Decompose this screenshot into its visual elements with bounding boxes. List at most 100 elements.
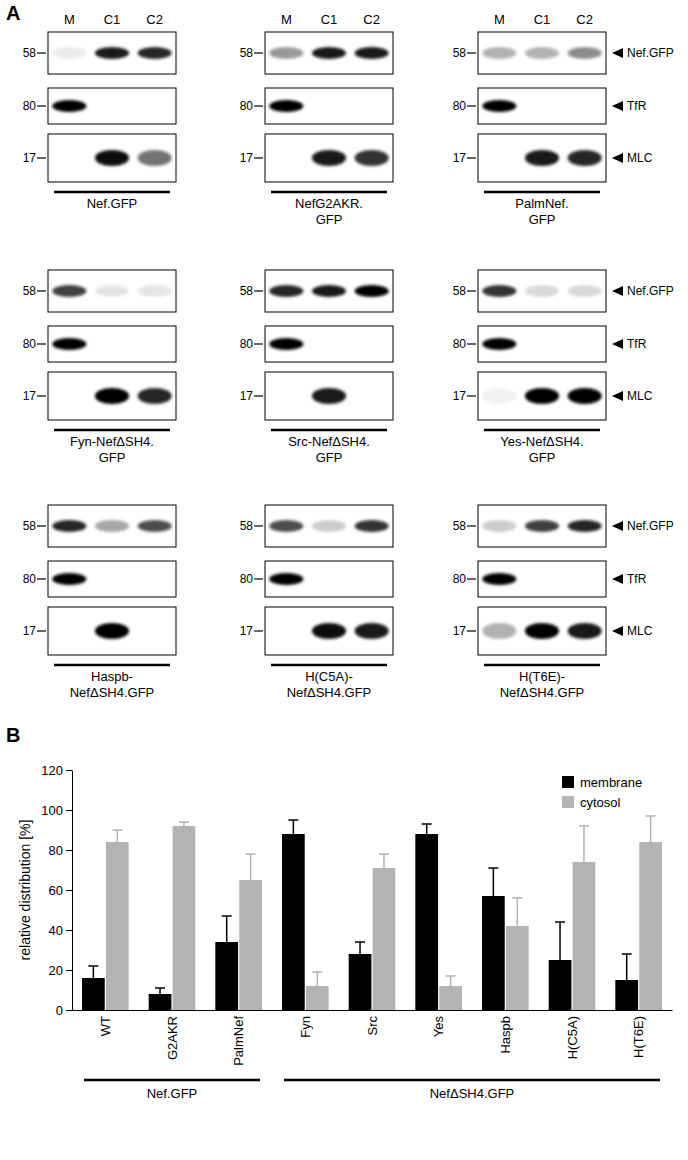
- band: [525, 100, 559, 112]
- size-marker: 58: [453, 284, 467, 298]
- error-cap: [579, 825, 589, 827]
- legend: membranecytosol: [562, 775, 642, 810]
- strip-frame: [478, 372, 606, 420]
- blot-strip: 80TfR: [453, 561, 647, 597]
- lane-label: M: [64, 12, 75, 27]
- size-marker: 17: [240, 389, 254, 403]
- arrowhead: [612, 626, 623, 636]
- construct-label: GFP: [316, 450, 343, 465]
- error-cap: [555, 921, 565, 923]
- band: [269, 285, 303, 297]
- tick: H(T6E): [631, 1010, 646, 1058]
- tick-mark: [66, 1010, 72, 1011]
- strip-frame: [478, 88, 606, 124]
- group-label: Nef.GFP: [147, 1086, 198, 1101]
- error-bar: [93, 966, 95, 978]
- tick-label: 120: [41, 763, 63, 778]
- blot-strip: 58: [23, 32, 176, 74]
- error-cap: [88, 965, 98, 967]
- blot-strip: 80TfR: [453, 326, 647, 362]
- error-bar: [226, 916, 228, 942]
- size-marker: 80: [453, 337, 467, 351]
- band: [525, 388, 559, 404]
- band: [312, 388, 346, 404]
- panel-label: B: [6, 724, 20, 746]
- error-bar: [626, 954, 628, 980]
- y-axis: 020406080100120: [41, 763, 72, 1018]
- band: [95, 100, 129, 112]
- strip-frame: [478, 270, 606, 312]
- size-marker: 58: [23, 519, 37, 533]
- band: [525, 47, 559, 59]
- bar: [173, 826, 196, 1010]
- marker-dash: [254, 578, 263, 579]
- band: [95, 285, 129, 297]
- tick-label: WT: [98, 1016, 113, 1036]
- error-bar: [493, 868, 495, 896]
- band: [312, 338, 346, 350]
- construct-label: PalmNef.: [515, 196, 568, 211]
- band: [482, 623, 516, 639]
- size-marker: 17: [240, 624, 254, 638]
- tick-label: 0: [56, 1003, 63, 1018]
- size-marker: 17: [453, 389, 467, 403]
- band: [525, 150, 559, 166]
- blot-strip: 17: [23, 607, 176, 655]
- tick-label: Src: [365, 1016, 380, 1036]
- label-bar: [484, 429, 600, 432]
- error-cap: [512, 897, 522, 899]
- band: [138, 285, 172, 297]
- band: [482, 338, 516, 350]
- error-cap: [379, 853, 389, 855]
- marker-dash: [37, 395, 46, 396]
- size-marker: 17: [240, 151, 254, 165]
- marker-dash: [467, 578, 476, 579]
- marker-dash: [467, 630, 476, 631]
- axis-line: [72, 771, 73, 1011]
- tick-label: PalmNef: [231, 1016, 246, 1066]
- label-bar: [484, 191, 600, 194]
- error-cap: [288, 819, 298, 821]
- error-bar: [583, 826, 585, 862]
- band: [568, 520, 602, 532]
- blot-panel: 58Nef.GFP80TfR17MLCYes-NefΔSH4.GFP: [453, 270, 674, 465]
- band: [269, 623, 303, 639]
- size-marker: 58: [453, 519, 467, 533]
- tick: 120: [41, 763, 72, 778]
- tick-label: Fyn: [298, 1016, 313, 1038]
- strip-frame: [265, 561, 393, 597]
- band: [269, 100, 303, 112]
- blot-strip: 80: [23, 326, 176, 362]
- marker-dash: [254, 343, 263, 344]
- blot-strip: 80: [240, 88, 393, 124]
- axis-line: [73, 1010, 673, 1011]
- tick-label: Haspb: [498, 1016, 513, 1054]
- band: [138, 388, 172, 404]
- band: [355, 47, 389, 59]
- lane-label: C1: [534, 12, 551, 27]
- protein-label: MLC: [627, 151, 653, 165]
- strip-frame: [478, 32, 606, 74]
- band: [138, 47, 172, 59]
- marker-dash: [254, 630, 263, 631]
- lane-label: C2: [146, 12, 163, 27]
- band: [355, 623, 389, 639]
- band: [525, 623, 559, 639]
- bar: [482, 896, 505, 1010]
- band: [525, 520, 559, 532]
- tick-label: 40: [49, 923, 63, 938]
- blot-panel: 58Nef.GFP80TfR17MLCH(T6E)-NefΔSH4.GFP: [453, 505, 674, 700]
- size-marker: 17: [23, 389, 37, 403]
- bar: [149, 994, 172, 1010]
- blot-strip: 58Nef.GFP: [453, 270, 674, 312]
- protein-label: Nef.GFP: [627, 519, 674, 533]
- error-bar: [450, 976, 452, 986]
- tick-label: 80: [49, 843, 63, 858]
- band: [312, 100, 346, 112]
- tick: PalmNef: [231, 1010, 246, 1066]
- tick: 60: [49, 883, 72, 898]
- error-bar: [317, 972, 319, 986]
- band: [138, 150, 172, 166]
- marker-dash: [37, 578, 46, 579]
- tick-label: 100: [41, 803, 63, 818]
